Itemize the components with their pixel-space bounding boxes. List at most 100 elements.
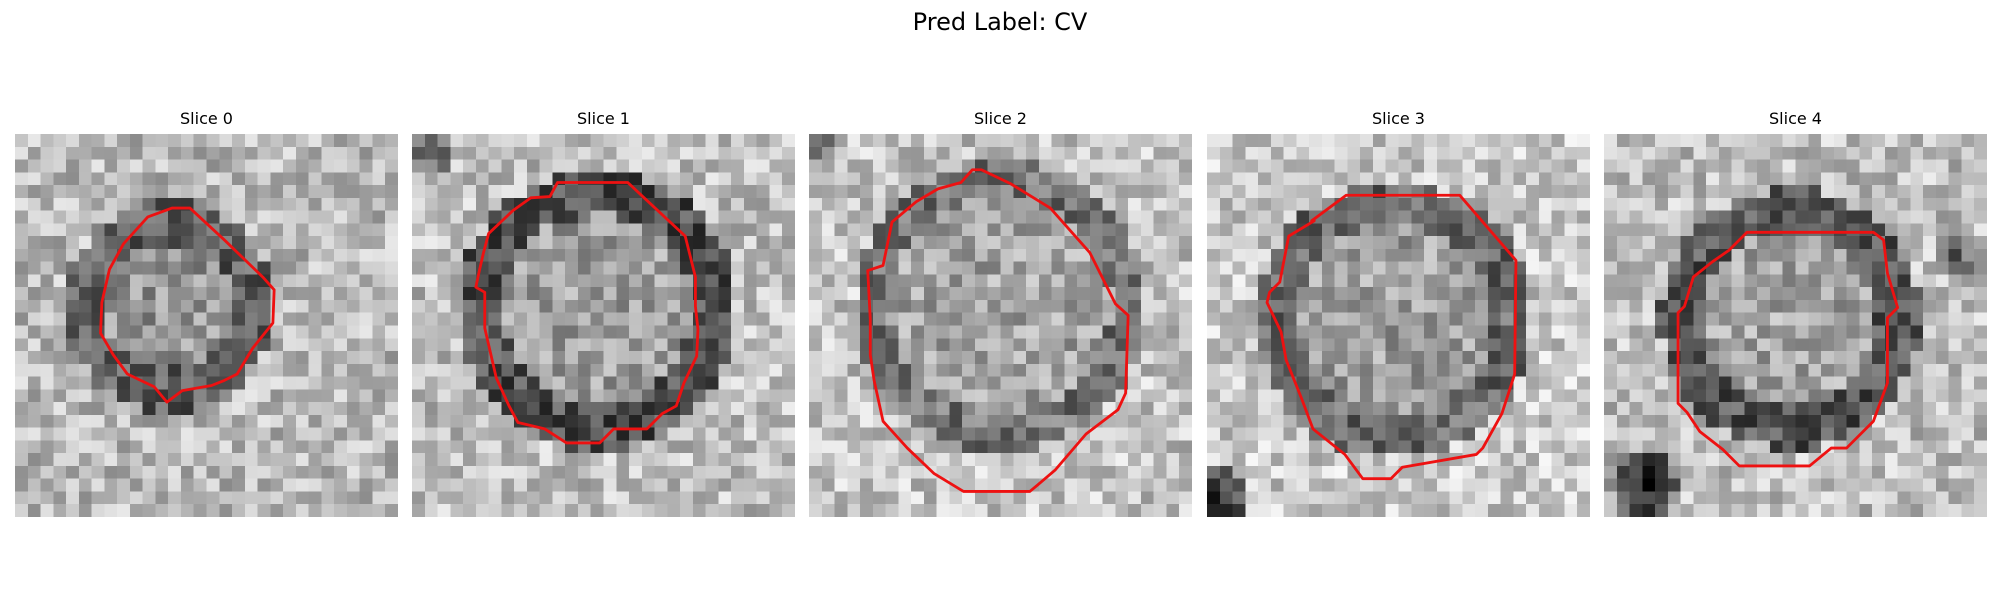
pixel: [1808, 491, 1822, 505]
pixel: [270, 504, 284, 517]
pixel: [834, 210, 848, 224]
pixel: [27, 261, 41, 275]
pixel: [412, 453, 426, 467]
pixel: [962, 274, 976, 288]
pixel: [718, 223, 732, 237]
pixel: [1270, 453, 1284, 467]
pixel: [308, 236, 322, 250]
pixel: [514, 427, 528, 441]
pixel: [590, 363, 604, 377]
pixel: [1077, 185, 1091, 199]
pixel: [616, 414, 630, 428]
pixel: [1089, 185, 1103, 199]
pixel: [1270, 389, 1284, 403]
pixel: [295, 274, 309, 288]
pixel: [1207, 338, 1221, 352]
pixel: [731, 299, 745, 313]
pixel: [219, 453, 233, 467]
pixel: [27, 363, 41, 377]
pixel: [1564, 287, 1578, 301]
pixel: [898, 223, 912, 237]
pixel: [1769, 299, 1783, 313]
pixel: [53, 351, 67, 365]
pixel: [936, 338, 950, 352]
pixel: [359, 236, 373, 250]
pixel: [731, 223, 745, 237]
pixel: [641, 338, 655, 352]
pixel: [40, 261, 54, 275]
pixel: [552, 223, 566, 237]
pixel: [488, 172, 502, 186]
pixel: [769, 134, 783, 148]
pixel: [1115, 159, 1129, 173]
pixel: [1795, 172, 1809, 186]
pixel: [756, 197, 770, 211]
pixel: [1411, 478, 1425, 492]
pixel: [27, 465, 41, 479]
pixel: [1013, 236, 1027, 250]
pixel: [104, 159, 118, 173]
pixel: [1961, 172, 1975, 186]
pixel: [1821, 453, 1835, 467]
pixel: [923, 363, 937, 377]
slice-image-panel: [412, 134, 795, 517]
pixel: [1077, 312, 1091, 326]
pixel: [1655, 376, 1669, 390]
pixel: [78, 351, 92, 365]
pixel: [872, 210, 886, 224]
pixel: [1526, 223, 1540, 237]
pixel: [1604, 287, 1618, 301]
pixel: [412, 389, 426, 403]
pixel: [334, 248, 348, 262]
pixel: [168, 287, 182, 301]
pixel: [1258, 159, 1272, 173]
pixel: [552, 159, 566, 173]
pixel: [53, 376, 67, 390]
pixel: [616, 236, 630, 250]
pixel: [283, 210, 297, 224]
pixel: [359, 261, 373, 275]
pixel: [769, 363, 783, 377]
pixel: [667, 325, 681, 339]
pixel: [1538, 197, 1552, 211]
pixel: [1140, 236, 1154, 250]
pixel: [1051, 248, 1065, 262]
pixel: [1179, 376, 1192, 390]
pixel: [1604, 261, 1618, 275]
pixel: [872, 172, 886, 186]
pixel: [359, 172, 373, 186]
pixel: [1219, 287, 1233, 301]
pixel: [1077, 402, 1091, 416]
pixel: [283, 478, 297, 492]
pixel: [1629, 376, 1643, 390]
pixel: [949, 185, 963, 199]
pixel: [1232, 478, 1246, 492]
pixel: [1961, 312, 1975, 326]
pixel: [1449, 248, 1463, 262]
pixel: [437, 414, 451, 428]
pixel: [974, 185, 988, 199]
pixel: [590, 504, 604, 517]
pixel: [1487, 159, 1501, 173]
pixel: [1436, 210, 1450, 224]
pixel: [308, 440, 322, 454]
pixel: [1219, 389, 1233, 403]
pixel: [1487, 287, 1501, 301]
pixel: [743, 363, 757, 377]
pixel: [180, 338, 194, 352]
pixel: [1808, 363, 1822, 377]
pixel: [27, 274, 41, 288]
pixel: [1731, 210, 1745, 224]
pixel: [1411, 363, 1425, 377]
pixel: [450, 287, 464, 301]
pixel: [475, 491, 489, 505]
pixel: [1102, 248, 1116, 262]
pixel: [1731, 261, 1745, 275]
pixel: [514, 465, 528, 479]
pixel: [283, 146, 297, 160]
pixel: [1398, 261, 1412, 275]
pixel: [117, 402, 131, 416]
pixel: [1462, 146, 1476, 160]
pixel: [488, 274, 502, 288]
pixel: [1000, 478, 1014, 492]
